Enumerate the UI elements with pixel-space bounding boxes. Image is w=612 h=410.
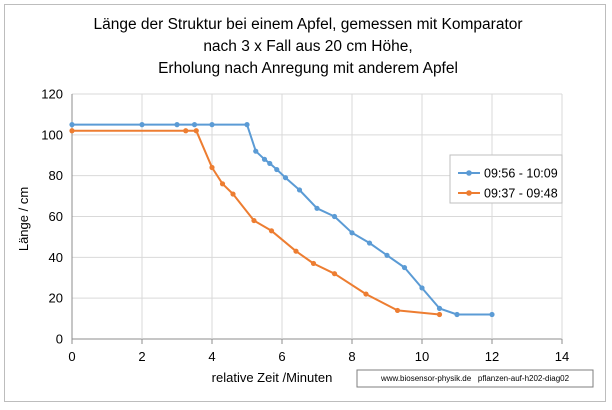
series-2-point <box>69 128 75 134</box>
series-1-point <box>253 148 259 154</box>
series-1-point <box>209 122 215 128</box>
series-1-point <box>454 311 460 318</box>
series-1-point <box>191 122 198 128</box>
series-2-point <box>251 217 257 224</box>
series-2-point <box>436 311 443 318</box>
series-1-point <box>366 240 373 246</box>
credit-text: www.biosensor-physik.de pflanzen-auf-h20… <box>380 374 570 383</box>
x-tick-label: 4 <box>208 349 215 364</box>
x-tick-label: 8 <box>348 349 355 364</box>
x-axis-label: relative Zeit /Minuten <box>212 370 333 385</box>
series-2-point <box>363 291 369 297</box>
series-1-point <box>244 122 250 128</box>
x-tick-label: 6 <box>278 349 285 364</box>
y-tick-label: 20 <box>49 291 63 306</box>
x-tick-label: 10 <box>415 349 429 364</box>
x-tick-label: 12 <box>485 349 499 364</box>
y-axis-label: Länge / cm <box>16 187 31 251</box>
chart-frame: Länge der Struktur bei einem Apfel, geme… <box>4 4 606 402</box>
legend-swatch-marker <box>466 170 472 176</box>
y-tick-label: 100 <box>41 127 63 142</box>
y-tick-label: 0 <box>56 332 63 347</box>
y-tick-label: 60 <box>49 209 63 224</box>
series-1-point <box>267 160 273 167</box>
series-2-point <box>293 248 299 254</box>
credit-box: www.biosensor-physik.de pflanzen-auf-h20… <box>356 369 594 388</box>
series-1 <box>69 122 495 318</box>
credit-border <box>356 369 594 388</box>
series-2-point <box>310 260 317 267</box>
series-1-point <box>419 285 425 291</box>
legend: 09:56 - 10:09 09:37 - 09:48 <box>449 154 563 204</box>
series-1-point <box>282 175 289 181</box>
x-tick-label: 14 <box>555 349 569 364</box>
x-tick-label: 2 <box>138 349 145 364</box>
series-1-point <box>436 305 443 311</box>
legend-label: 09:56 - 10:09 <box>484 167 558 181</box>
series-1-line <box>72 123 492 316</box>
series-2-point <box>230 191 236 197</box>
series-1-point <box>401 264 408 271</box>
series-2-point <box>193 128 199 134</box>
y-axis-ticks: 0 20 40 60 80 100 120 <box>41 87 63 347</box>
series-1-point <box>69 122 75 128</box>
chart-title-line-2: nach 3 x Fall aus 20 cm Höhe, <box>203 38 412 55</box>
y-tick-label: 120 <box>41 87 63 102</box>
y-tick-label: 40 <box>49 250 63 265</box>
series-1-point <box>139 122 145 128</box>
series-1-point <box>349 230 355 236</box>
series-layer <box>69 122 495 318</box>
x-axis-ticks: 0 2 4 6 8 10 12 14 <box>68 349 569 364</box>
x-tick-label: 0 <box>68 349 75 364</box>
series-1-point <box>174 122 180 128</box>
series-1-point <box>296 187 303 193</box>
legend-swatch-marker <box>466 190 472 196</box>
series-2-point <box>209 164 215 171</box>
chart-title-line-1: Länge der Struktur bei einem Apfel, geme… <box>93 16 522 33</box>
series-1-point <box>331 213 338 220</box>
series-2-point <box>331 271 338 277</box>
series-1-point <box>314 205 320 211</box>
series-1-point <box>489 311 495 318</box>
series-2-point <box>183 128 189 134</box>
y-tick-label: 80 <box>49 168 63 183</box>
series-2-line <box>72 129 440 316</box>
series-1-point <box>384 252 390 258</box>
series-1-point <box>261 156 268 162</box>
line-chart: Länge der Struktur bei einem Apfel, geme… <box>16 16 594 388</box>
series-2-point <box>219 181 226 187</box>
chart-title-line-3: Erholung nach Anregung mit anderem Apfel <box>158 60 458 77</box>
gridlines <box>71 93 563 344</box>
series-2-point <box>268 228 275 234</box>
legend-label: 09:37 - 09:48 <box>484 187 558 201</box>
series-2 <box>69 128 443 318</box>
chart-title: Länge der Struktur bei einem Apfel, geme… <box>93 16 522 77</box>
series-2-point <box>394 307 401 314</box>
series-1-point <box>274 166 280 173</box>
